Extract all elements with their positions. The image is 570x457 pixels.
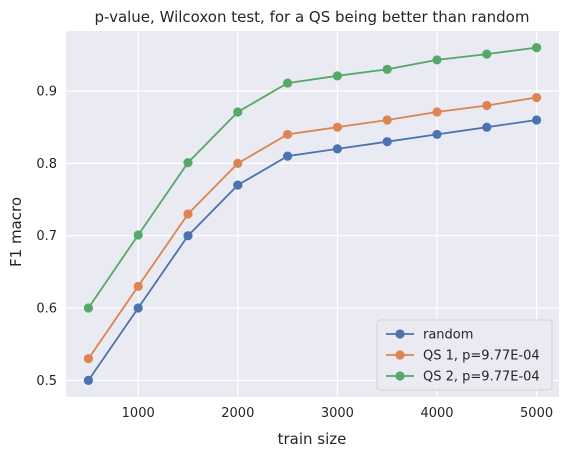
data-point: [382, 137, 392, 147]
data-point: [482, 100, 492, 111]
data-point: [183, 209, 193, 219]
data-point: [133, 230, 143, 240]
legend: random QS 1, p=9.77E-04 QS 2, p=9.77E-04: [376, 319, 553, 391]
x-tick-label: 4000: [420, 406, 453, 421]
y-tick-label: 0.9: [36, 85, 57, 100]
data-point: [332, 71, 342, 81]
series-line: [87, 46, 537, 309]
data-point: [382, 64, 392, 74]
x-tick-label: 2000: [221, 406, 254, 421]
legend-label: QS 1, p=9.77E-04: [423, 349, 540, 364]
y-axis-title: F1 macro: [7, 197, 25, 267]
data-point: [233, 107, 243, 117]
x-axis-ticks: 1000 2000 3000 4000 5000: [122, 406, 553, 421]
data-point: [382, 115, 392, 125]
data-point: [482, 49, 492, 59]
data-point: [531, 43, 542, 53]
data-point: [233, 158, 243, 168]
x-tick-label: 3000: [321, 406, 354, 421]
series-line: [87, 119, 537, 381]
series-line: [87, 96, 537, 360]
data-point: [83, 375, 94, 385]
y-tick-label: 0.5: [36, 374, 57, 389]
data-point: [432, 55, 442, 65]
series-lines: [83, 43, 542, 385]
data-point: [283, 151, 293, 161]
x-tick-label: 1000: [122, 406, 155, 421]
y-axis-ticks: 0.5 0.6 0.7 0.8 0.9: [36, 85, 57, 389]
legend-marker: [395, 350, 405, 360]
series-3: [83, 43, 542, 313]
data-point: [283, 129, 293, 140]
data-point: [432, 107, 442, 117]
data-point: [332, 144, 342, 154]
x-tick-label: 5000: [520, 406, 553, 421]
data-point: [233, 180, 243, 190]
legend-marker: [395, 329, 405, 339]
data-point: [83, 303, 94, 313]
data-point: [283, 78, 293, 88]
data-point: [183, 231, 193, 241]
series-1: [83, 115, 542, 385]
data-point: [531, 115, 542, 125]
data-point: [133, 303, 143, 313]
data-point: [133, 281, 143, 291]
legend-label: random: [423, 328, 473, 343]
data-point: [531, 92, 542, 103]
y-tick-label: 0.6: [36, 302, 57, 317]
chart-title: p-value, Wilcoxon test, for a QS being b…: [95, 8, 530, 26]
data-point: [482, 122, 492, 132]
y-tick-label: 0.8: [36, 157, 57, 172]
x-axis-title: train size: [278, 430, 347, 448]
series-2: [83, 92, 542, 364]
legend-box: [376, 319, 553, 391]
data-point: [183, 158, 193, 168]
data-point: [432, 129, 442, 140]
data-point: [83, 354, 94, 364]
legend-label: QS 2, p=9.77E-04: [423, 370, 540, 385]
legend-marker: [395, 371, 405, 381]
data-point: [332, 122, 342, 132]
y-tick-label: 0.7: [36, 229, 57, 244]
